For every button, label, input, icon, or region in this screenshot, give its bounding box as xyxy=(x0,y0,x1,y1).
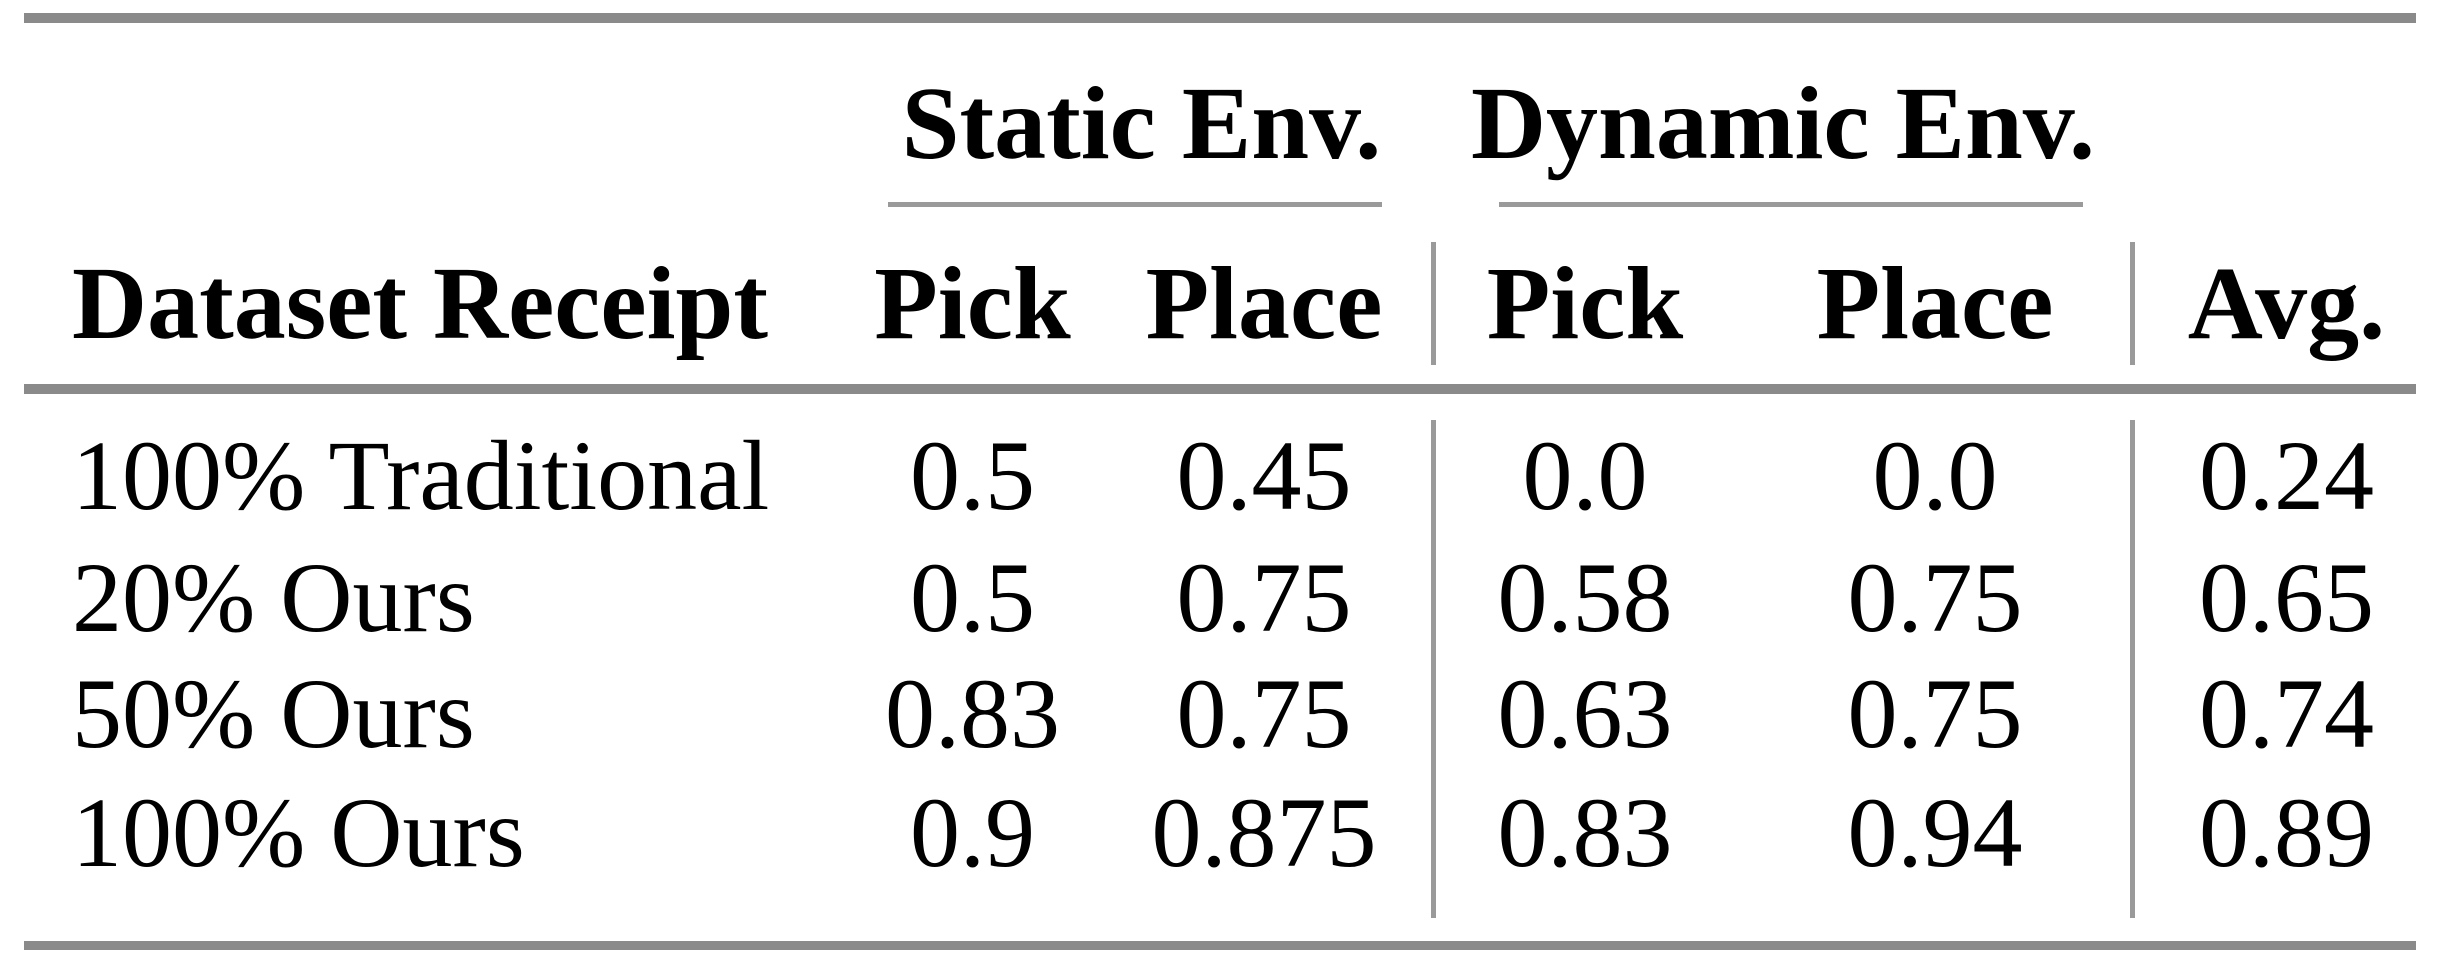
table-mid-rule xyxy=(24,384,2416,394)
cell-static-place: 0.75 xyxy=(1176,541,1352,653)
header-vertical-separator-1 xyxy=(1431,242,1436,365)
table-row: 100% Traditional 0.5 0.45 0.0 0.0 0.24 xyxy=(0,416,2440,534)
row-label: 50% Ours xyxy=(72,657,475,769)
row-label: 100% Traditional xyxy=(72,419,770,531)
cell-static-place: 0.45 xyxy=(1176,419,1352,531)
cell-static-place: 0.875 xyxy=(1151,776,1377,888)
row-label: 20% Ours xyxy=(72,541,475,653)
cell-static-pick: 0.5 xyxy=(910,541,1035,653)
column-header-row: Dataset Receipt Pick Place Pick Place Av… xyxy=(0,242,2440,365)
body-vertical-separator-2 xyxy=(2130,420,2135,918)
table-row: 20% Ours 0.5 0.75 0.58 0.75 0.65 xyxy=(0,538,2440,656)
cell-static-place: 0.75 xyxy=(1176,657,1352,769)
header-dataset-receipt: Dataset Receipt xyxy=(72,246,768,361)
header-dynamic-place: Place xyxy=(1816,246,2054,361)
cell-static-pick: 0.83 xyxy=(885,657,1060,769)
cell-avg: 0.65 xyxy=(2199,541,2374,653)
header-static-pick: Pick xyxy=(874,246,1071,361)
cell-avg: 0.24 xyxy=(2199,419,2374,531)
row-label: 100% Ours xyxy=(72,776,525,888)
static-env-underline xyxy=(888,202,1382,207)
dynamic-env-underline xyxy=(1499,202,2083,207)
table-top-rule xyxy=(24,13,2416,23)
header-dynamic-pick: Pick xyxy=(1486,246,1684,361)
column-group-dynamic-env: Dynamic Env. xyxy=(1470,65,2096,181)
table-row: 100% Ours 0.9 0.875 0.83 0.94 0.89 xyxy=(0,773,2440,891)
column-group-static-env: Static Env. xyxy=(901,65,1382,181)
header-static-place: Place xyxy=(1145,246,1383,361)
column-group-header-row: Static Env. Dynamic Env. xyxy=(0,48,2440,198)
cell-dynamic-place: 0.75 xyxy=(1847,541,2023,653)
cell-static-pick: 0.9 xyxy=(910,776,1035,888)
cell-dynamic-pick: 0.0 xyxy=(1522,419,1648,531)
table-row: 50% Ours 0.83 0.75 0.63 0.75 0.74 xyxy=(0,654,2440,772)
cell-dynamic-place: 0.0 xyxy=(1872,419,1998,531)
cell-dynamic-pick: 0.58 xyxy=(1497,541,1673,653)
cell-dynamic-pick: 0.83 xyxy=(1497,776,1673,888)
body-vertical-separator-1 xyxy=(1431,420,1436,918)
cell-dynamic-place: 0.75 xyxy=(1847,657,2023,769)
cell-avg: 0.74 xyxy=(2199,657,2374,769)
cell-dynamic-pick: 0.63 xyxy=(1497,657,1673,769)
header-vertical-separator-2 xyxy=(2130,242,2135,365)
cell-static-pick: 0.5 xyxy=(910,419,1035,531)
cell-dynamic-place: 0.94 xyxy=(1847,776,2023,888)
table-bottom-rule xyxy=(24,941,2416,950)
header-avg: Avg. xyxy=(2187,246,2386,361)
cell-avg: 0.89 xyxy=(2199,776,2374,888)
